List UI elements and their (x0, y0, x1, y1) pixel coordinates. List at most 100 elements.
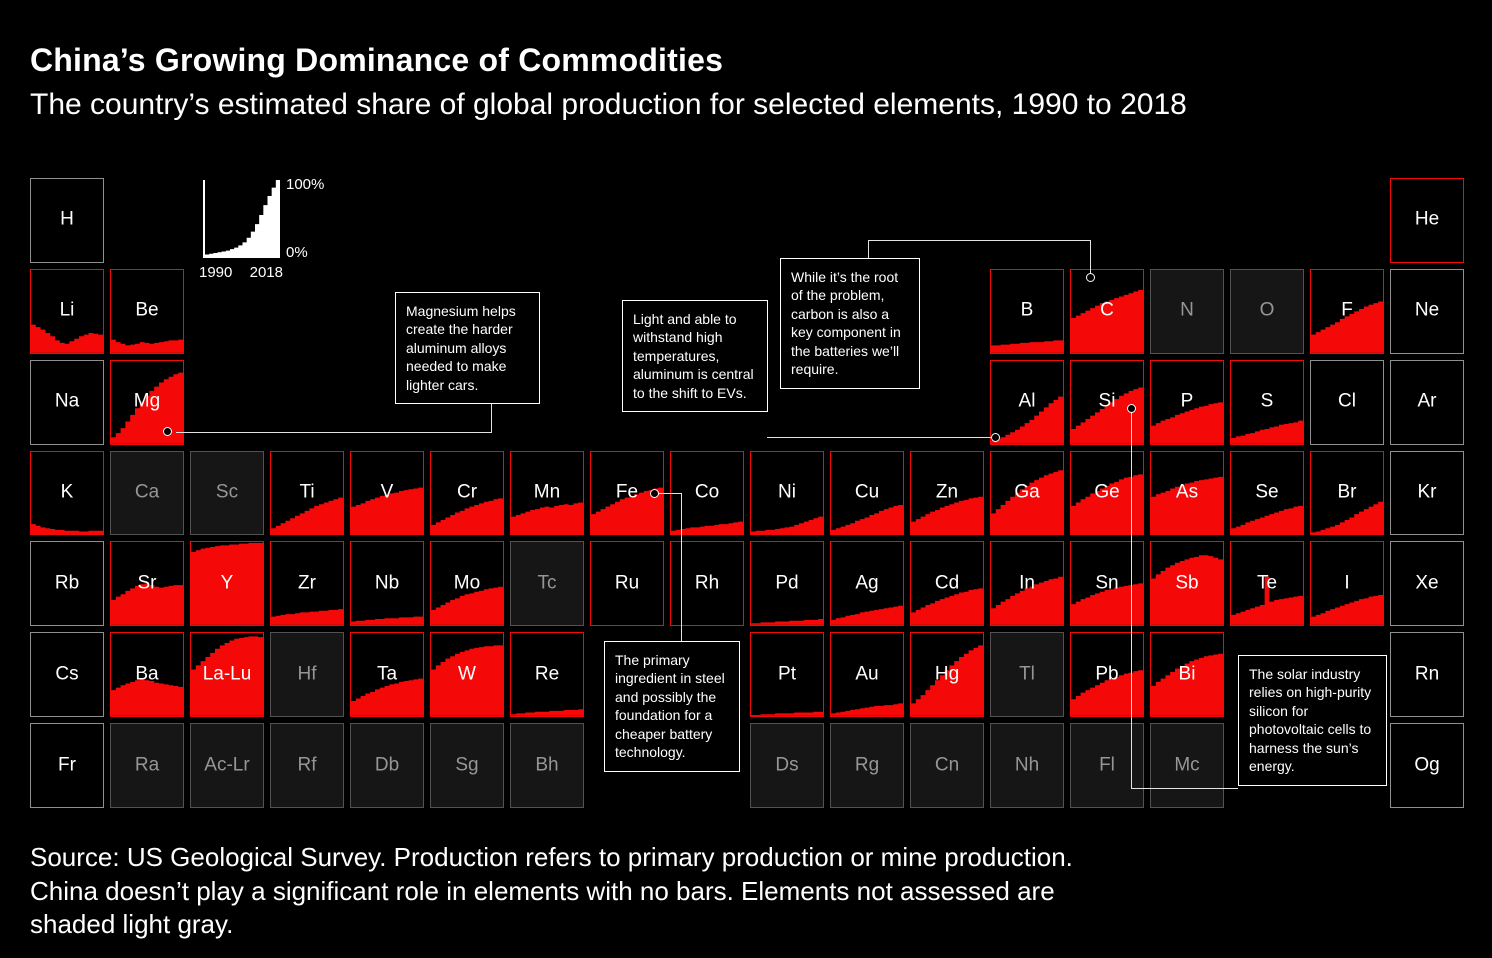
element-cell-rn: Rn (1390, 632, 1464, 718)
element-symbol: Co (694, 481, 720, 503)
element-cell-b: B (990, 268, 1064, 354)
annotation-magnesium: Magnesium helps create the harder alumin… (395, 292, 540, 405)
element-symbol: Cl (1338, 390, 1356, 412)
element-cell-nb: Nb (350, 541, 424, 627)
element-symbol: V (380, 481, 394, 503)
element-symbol: Ra (134, 754, 160, 776)
element-cell-i: I (1310, 541, 1384, 627)
element-cell-nh: Nh (990, 723, 1064, 808)
element-cell-sb: Sb (1150, 541, 1224, 627)
connector-line-magnesium (176, 432, 492, 433)
legend-max-label: 100% (286, 176, 325, 193)
element-symbol: Cr (456, 481, 478, 503)
element-cell-se: Se (1230, 450, 1304, 536)
element-symbol: S (1260, 390, 1274, 412)
element-cell-li: Li (30, 268, 104, 354)
connector-line-aluminum (767, 437, 993, 438)
element-cell-te: Te (1230, 541, 1304, 627)
connector-line-iron (659, 493, 682, 494)
element-symbol: Sc (215, 481, 239, 503)
element-cell-v: V (350, 450, 424, 536)
element-symbol: F (1341, 299, 1353, 321)
element-symbol: Sb (1175, 572, 1199, 594)
element-symbol: Ds (775, 754, 799, 776)
annotation-aluminum: Light and able to withstand high tempera… (622, 300, 768, 413)
element-cell-ne: Ne (1390, 268, 1464, 354)
element-cell-as: As (1150, 450, 1224, 536)
element-symbol: As (1175, 481, 1199, 503)
element-symbol: Cn (934, 754, 960, 776)
connector-line-iron (681, 493, 682, 641)
element-symbol: N (1180, 299, 1194, 321)
element-cell-ag: Ag (830, 541, 904, 627)
element-cell-cs: Cs (30, 632, 104, 718)
element-symbol: Ge (1094, 481, 1120, 503)
annotation-iron: The primary ingredient in steel and poss… (604, 641, 740, 772)
element-symbol: Fl (1099, 754, 1115, 776)
element-cell-cr: Cr (430, 450, 504, 536)
element-cell-ni: Ni (750, 450, 824, 536)
element-cell-ds: Ds (750, 723, 824, 808)
element-symbol: Ta (376, 663, 398, 685)
element-cell-be: Be (110, 268, 184, 354)
element-cell-ba: Ba (110, 632, 184, 718)
element-cell-rh: Rh (670, 541, 744, 627)
element-symbol: Ar (1417, 390, 1437, 412)
element-symbol: Sn (1095, 572, 1119, 594)
element-symbol: Se (1255, 481, 1279, 503)
legend-mini-chart (203, 180, 280, 258)
element-symbol: Rf (297, 754, 317, 776)
element-cell-ti: Ti (270, 450, 344, 536)
element-symbol: B (1020, 299, 1034, 321)
element-cell-ga: Ga (990, 450, 1064, 536)
element-symbol: Tl (1019, 663, 1035, 685)
element-cell-hf: Hf (270, 632, 344, 718)
element-cell-rf: Rf (270, 723, 344, 808)
element-cell-p: P (1150, 359, 1224, 445)
element-symbol: Zr (298, 572, 316, 594)
element-cell-fl: Fl (1070, 723, 1144, 808)
element-symbol: Cu (854, 481, 880, 503)
element-cell-bh: Bh (510, 723, 584, 808)
element-symbol: Au (855, 663, 879, 685)
connector-dot-aluminum (991, 433, 1000, 442)
connector-line-magnesium (491, 396, 492, 433)
element-symbol: Xe (1415, 572, 1439, 594)
element-cell-re: Re (510, 632, 584, 718)
element-cell-al: Al (990, 359, 1064, 445)
element-symbol: Tc (537, 572, 557, 594)
connector-line-carbon (1090, 240, 1091, 274)
connector-line-carbon (868, 240, 1091, 241)
annotation-text: Light and able to withstand high tempera… (633, 311, 754, 401)
element-cell-ac-lr: Ac-Lr (190, 723, 264, 808)
page-subtitle: The country’s estimated share of global … (30, 88, 1187, 121)
element-symbol: Rg (854, 754, 880, 776)
element-symbol: Fr (58, 754, 76, 776)
element-cell-cl: Cl (1310, 359, 1384, 445)
element-cell-pd: Pd (750, 541, 824, 627)
legend-year-range: 1990 2018 (199, 264, 283, 281)
legend-end-year: 2018 (249, 264, 283, 281)
element-symbol: Re (534, 663, 560, 685)
element-symbol: Mg (133, 390, 161, 412)
element-symbol: Ni (778, 481, 796, 503)
element-symbol: Bi (1178, 663, 1196, 685)
connector-dot-iron (650, 489, 659, 498)
element-cell-au: Au (830, 632, 904, 718)
element-cell-f: F (1310, 268, 1384, 354)
element-symbol: Cs (55, 663, 79, 685)
element-symbol: W (458, 663, 476, 685)
element-symbol: Nb (374, 572, 400, 594)
element-symbol: Y (220, 572, 234, 594)
element-symbol: Ne (1414, 299, 1440, 321)
element-cell-ar: Ar (1390, 359, 1464, 445)
element-symbol: Hg (934, 663, 960, 685)
element-symbol: Pt (778, 663, 796, 685)
element-cell-na: Na (30, 359, 104, 445)
element-cell-bi: Bi (1150, 632, 1224, 718)
legend-start-year: 1990 (199, 264, 233, 281)
element-cell-xe: Xe (1390, 541, 1464, 627)
element-cell-db: Db (350, 723, 424, 808)
element-symbol: He (1414, 208, 1440, 230)
